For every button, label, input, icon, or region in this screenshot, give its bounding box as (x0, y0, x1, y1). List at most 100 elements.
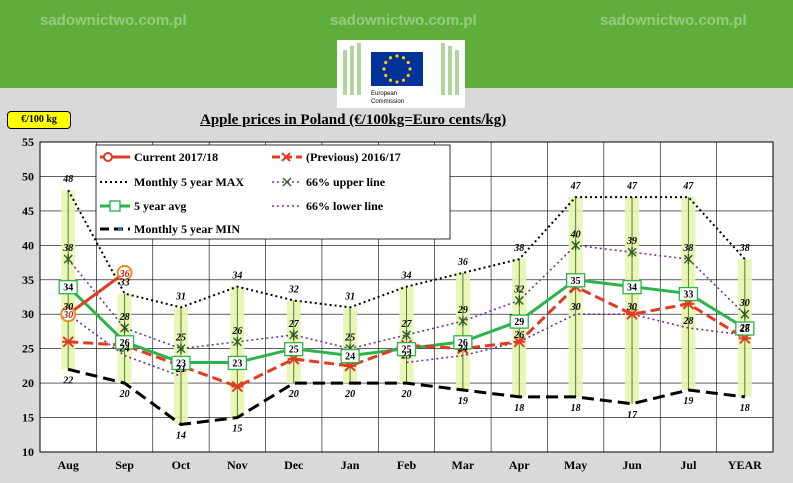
series-current-line (67, 271, 126, 316)
legend-swatch (282, 177, 292, 187)
legend-entry: Current 2017/18 (134, 150, 218, 164)
upper-label: 25 (175, 333, 186, 344)
legend-box (95, 144, 451, 240)
max-label: 32 (288, 284, 299, 295)
current-marker (60, 306, 77, 323)
upper-marker (458, 316, 468, 327)
eu-star-icon (384, 60, 388, 65)
max-label: 34 (401, 271, 412, 282)
avg-label-box (227, 355, 247, 371)
upper-marker (402, 329, 411, 340)
upper-marker (289, 329, 299, 340)
max-label: 34 (231, 271, 242, 282)
y-tick-label: 15 (22, 411, 34, 425)
x-tick-label: Mar (452, 458, 475, 472)
avg-label: 25 (289, 345, 299, 356)
prev-marker (62, 336, 75, 348)
chart-title: Apple prices in Poland (€/100kg=Euro cen… (200, 112, 507, 128)
upper-label: 27 (401, 319, 413, 330)
legend: Current 2017/18 (Previous) 2016/17 Monthly… (95, 144, 451, 240)
upper-label: 32 (513, 284, 524, 295)
min-label: 19 (683, 396, 693, 407)
x-tick-label: Dec (284, 458, 304, 472)
avg-label: 28 (740, 324, 750, 335)
avg-label-box (340, 348, 360, 364)
prev-marker (231, 380, 244, 393)
min-label: 22 (62, 375, 73, 386)
y-tick-label: 30 (22, 307, 34, 321)
avg-label-box (114, 335, 135, 350)
lower-label: 30 (570, 302, 581, 313)
european-commission-logo: European Commission (337, 40, 465, 108)
upper-marker (627, 247, 637, 258)
lower-label: 21 (175, 364, 186, 375)
min-label: 19 (458, 396, 468, 407)
upper-label: 38 (682, 243, 693, 254)
max-label: 33 (119, 278, 130, 289)
lower-label: 24 (457, 344, 468, 355)
min-label: 20 (119, 389, 130, 400)
max-label: 48 (62, 174, 73, 185)
max-label: 31 (175, 291, 186, 302)
x-tick-label: Nov (227, 458, 248, 472)
upper-marker (176, 343, 186, 354)
min-label: 20 (288, 389, 299, 400)
min-label: 18 (740, 403, 750, 414)
y-tick-label: 55 (22, 135, 34, 149)
legend-swatch (103, 152, 113, 162)
eu-star-icon (382, 67, 386, 71)
max-label: 47 (626, 181, 638, 192)
avg-label-box (678, 286, 699, 302)
avg-label-box (509, 314, 529, 329)
upper-marker (232, 336, 242, 347)
lower-label: 28 (682, 316, 693, 327)
lower-label: 30 (626, 302, 637, 313)
lower-label: 24 (119, 344, 130, 355)
y-tick-label: 10 (22, 445, 34, 459)
legend-entry: 66% lower line (306, 199, 384, 213)
eu-star-icon (406, 60, 410, 65)
avg-label-box (171, 355, 191, 371)
legend-entry: 66% upper line (306, 175, 386, 189)
avg-label: 29 (514, 317, 524, 328)
avg-label-box (58, 280, 78, 295)
eu-star-icon (408, 67, 412, 71)
min-label: 14 (176, 430, 186, 441)
max-label: 47 (570, 181, 582, 192)
upper-label: 40 (570, 229, 581, 240)
legend-entry: Monthly 5 year MAX (134, 175, 244, 189)
max-label: 38 (739, 243, 750, 254)
x-tick-label: Aug (58, 458, 79, 472)
y-tick-label: 45 (22, 204, 34, 218)
eu-star-icon (401, 56, 406, 60)
upper-label: 29 (457, 305, 468, 316)
eu-star-icon (388, 78, 393, 82)
legend-swatch (109, 200, 121, 212)
min-label: 15 (232, 424, 242, 435)
avg-label: 35 (571, 276, 581, 287)
y-tick-label: 20 (22, 376, 34, 390)
avg-label: 26 (120, 338, 130, 349)
eu-star-icon (406, 73, 410, 78)
watermark: sadownictwo.com.pl (600, 12, 747, 29)
x-tick-label: YEAR (728, 458, 762, 472)
lower-label: 23 (401, 350, 412, 361)
lower-label: 30 (62, 302, 73, 313)
avg-label: 23 (232, 358, 242, 369)
avg-label-box (284, 342, 304, 357)
upper-label: 25 (344, 333, 355, 344)
upper-marker (740, 309, 750, 320)
avg-label: 34 (63, 283, 73, 294)
upper-marker (514, 295, 524, 306)
avg-label-box (396, 342, 417, 357)
min-label: 18 (571, 403, 581, 414)
series-min-line (67, 367, 745, 427)
x-tick-label: Sep (115, 458, 134, 472)
avg-label: 34 (627, 283, 637, 294)
unit-badge: €/100 kg (7, 111, 71, 129)
x-tick-label: May (564, 458, 587, 472)
current-label: 36 (119, 269, 130, 280)
x-tick-label: Jun (622, 458, 642, 472)
x-tick-label: Jul (680, 458, 697, 472)
avg-label-box (566, 273, 586, 288)
